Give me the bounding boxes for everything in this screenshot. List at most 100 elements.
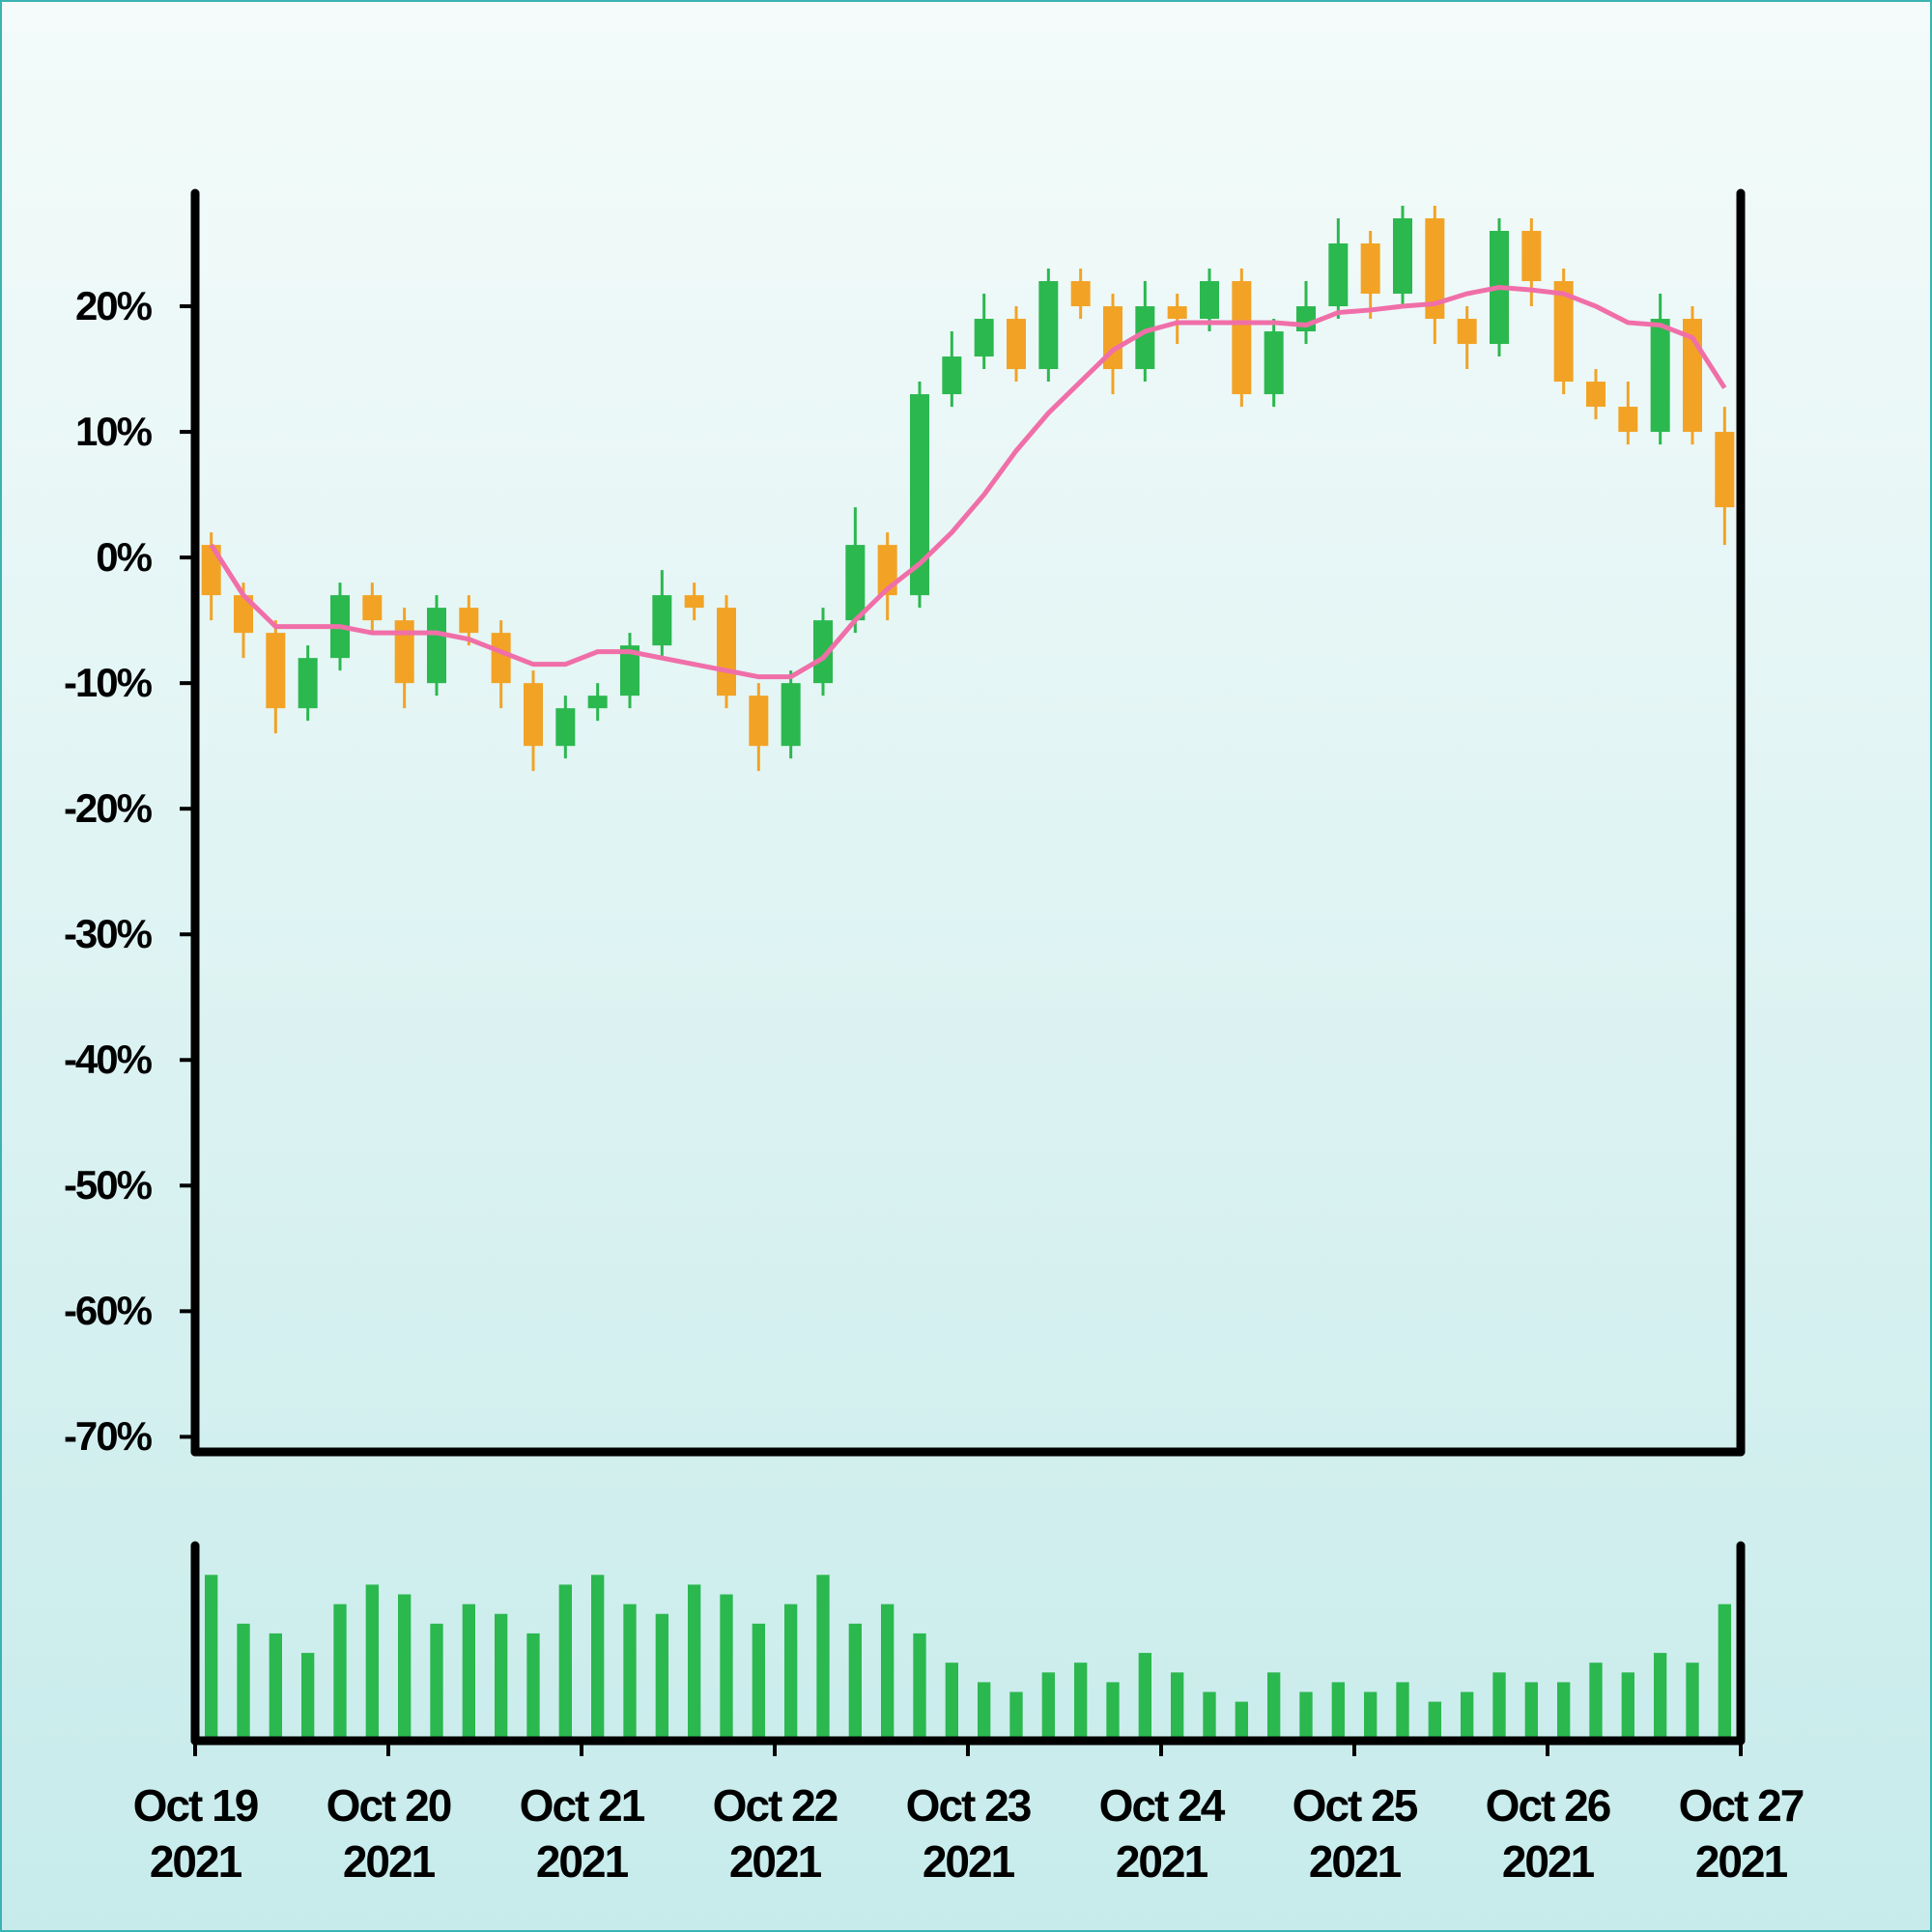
volume-bar — [333, 1604, 347, 1741]
candle-body — [1425, 218, 1445, 320]
candle-body — [781, 683, 801, 747]
candle-body — [684, 595, 704, 609]
volume-bar — [1009, 1691, 1023, 1741]
volume-bar — [495, 1613, 508, 1741]
candle-body — [749, 696, 769, 747]
candle-body — [1167, 306, 1187, 320]
candle-body — [1200, 281, 1219, 320]
candle-body — [427, 608, 446, 684]
volume-bar — [269, 1633, 282, 1741]
y-tick-label: -30% — [63, 911, 153, 957]
y-tick-label: -60% — [63, 1288, 153, 1334]
candle-body — [1038, 281, 1059, 370]
candle-body — [1296, 306, 1316, 332]
candle-body — [266, 633, 286, 709]
candle-body — [1232, 281, 1252, 395]
volume-bar — [205, 1575, 218, 1741]
y-tick-label: 10% — [74, 409, 153, 455]
candle-body — [1328, 243, 1349, 307]
candle-body — [620, 645, 639, 696]
volume-bar — [558, 1584, 572, 1741]
volume-bar — [1557, 1682, 1571, 1741]
volume-bar — [1041, 1672, 1055, 1741]
volume-bar — [1492, 1672, 1506, 1741]
volume-bar — [720, 1594, 733, 1741]
candle-body — [491, 633, 511, 684]
volume-bar — [462, 1604, 475, 1741]
candle-body — [1586, 382, 1605, 408]
volume-bar — [945, 1662, 958, 1741]
candle-body — [524, 683, 543, 747]
candle-body — [394, 620, 414, 684]
volume-bar — [1138, 1653, 1151, 1741]
x-tick-label: Oct 19 2021 — [132, 1780, 260, 1887]
volume-bar — [1589, 1662, 1603, 1741]
volume-bar — [1524, 1682, 1538, 1741]
candle-body — [459, 608, 479, 634]
volume-bar — [848, 1623, 862, 1741]
volume-bar — [1074, 1662, 1088, 1741]
candle-body — [1650, 319, 1670, 433]
volume-bar — [237, 1623, 250, 1741]
candle-body — [1264, 331, 1284, 395]
volume-bar — [430, 1623, 443, 1741]
y-tick-label: -10% — [63, 660, 153, 706]
x-tick-label: Oct 25 2021 — [1292, 1780, 1419, 1887]
volume-bar — [1171, 1672, 1184, 1741]
candle-body — [910, 394, 929, 596]
volume-bar — [655, 1613, 668, 1741]
candle-body — [555, 708, 576, 747]
volume-bar — [1267, 1672, 1281, 1741]
y-tick-label: -50% — [63, 1162, 153, 1208]
volume-bar — [1428, 1701, 1441, 1741]
volume-bar — [1686, 1662, 1699, 1741]
x-tick-label: Oct 21 2021 — [519, 1780, 646, 1887]
x-tick-label: Oct 26 2021 — [1485, 1780, 1612, 1887]
x-tick-label: Oct 20 2021 — [326, 1780, 453, 1887]
volume-bar — [784, 1604, 798, 1741]
x-tick-label: Oct 27 2021 — [1678, 1780, 1805, 1887]
candle-body — [587, 696, 608, 709]
candle-body — [1393, 218, 1412, 295]
volume-bar — [1203, 1691, 1216, 1741]
candle-body — [942, 356, 962, 395]
volume-bar — [1106, 1682, 1120, 1741]
y-tick-label: 0% — [96, 534, 153, 581]
y-tick-label: -40% — [63, 1037, 153, 1083]
candle-body — [1070, 281, 1091, 307]
candle-body — [1618, 407, 1638, 433]
candle-body — [1457, 319, 1477, 345]
volume-bar — [1235, 1701, 1248, 1741]
volume-bar — [1331, 1682, 1345, 1741]
volume-bar — [1396, 1682, 1409, 1741]
volume-bar — [365, 1584, 379, 1741]
volume-bar — [301, 1653, 315, 1741]
volume-bar — [398, 1594, 412, 1741]
volume-bar — [591, 1575, 605, 1741]
candle-body — [1553, 281, 1574, 383]
volume-bar — [816, 1575, 830, 1741]
volume-bar — [526, 1633, 540, 1741]
candle-body — [1360, 243, 1380, 295]
candle-body — [813, 620, 833, 684]
volume-bar — [752, 1623, 765, 1741]
volume-bar — [1364, 1691, 1378, 1741]
x-tick-label: Oct 22 2021 — [712, 1780, 839, 1887]
y-tick-label: -70% — [63, 1413, 153, 1460]
y-tick-label: 20% — [74, 283, 153, 329]
candle-body — [201, 545, 221, 596]
x-tick-label: Oct 23 2021 — [905, 1780, 1033, 1887]
volume-bar — [1621, 1672, 1634, 1741]
volume-bar — [881, 1604, 895, 1741]
y-tick-label: -20% — [63, 785, 153, 832]
volume-bar — [1654, 1653, 1667, 1741]
volume-bar — [623, 1604, 637, 1741]
moving-average — [209, 285, 1727, 680]
volume-bar — [1461, 1691, 1474, 1741]
candle-body — [298, 658, 318, 709]
candle-body — [845, 545, 866, 621]
candle-body — [1007, 319, 1026, 370]
volume-bar — [1718, 1604, 1731, 1741]
x-tick-label: Oct 24 2021 — [1098, 1780, 1226, 1887]
